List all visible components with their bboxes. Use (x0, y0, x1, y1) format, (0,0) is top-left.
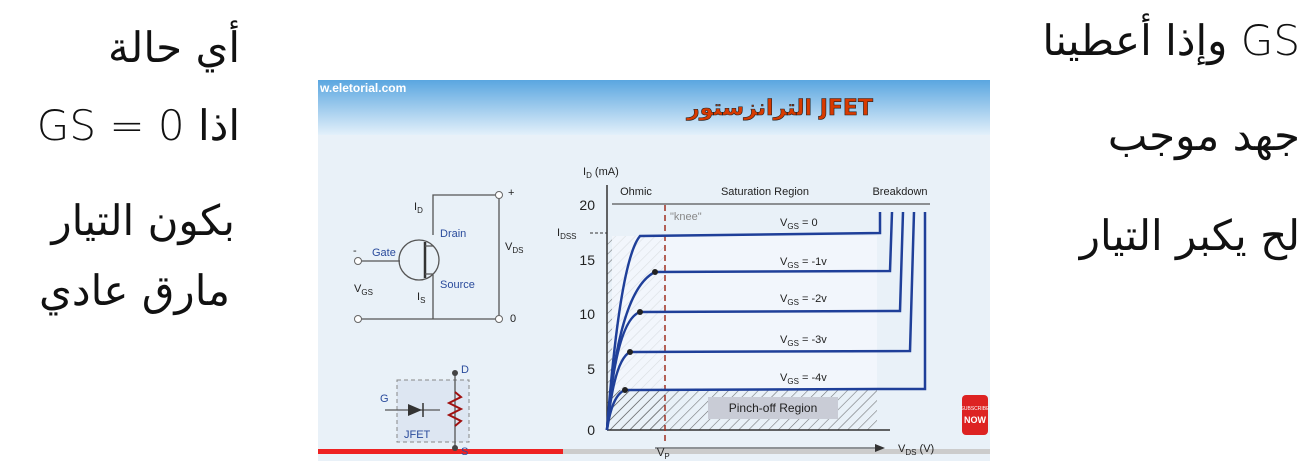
label: VDS (505, 241, 523, 255)
label: VGS (354, 283, 373, 297)
label: - (353, 245, 357, 257)
y-tick-label: 5 (587, 361, 595, 377)
pinch-box (708, 397, 838, 419)
label: Drain (440, 228, 466, 240)
note: أي حالة (108, 19, 240, 72)
circuit: + - ID Drain VDS Gate VGS IS Source 0 (353, 187, 523, 325)
note: مارق عادي (39, 266, 230, 316)
label: D (461, 364, 469, 376)
site: w.eletorial.com (319, 81, 406, 95)
curve-label: VGS = -3v (780, 334, 827, 348)
note: وإذا أعطينا GS (1042, 12, 1300, 66)
idss-label: IDSS (557, 227, 577, 241)
label: G (380, 393, 389, 405)
progress-rest (563, 449, 990, 454)
pinch-label: Pinch-off Region (729, 401, 818, 415)
badge-text: SUBSCRIBE (961, 406, 991, 412)
axis-label: ID (mA) (583, 166, 619, 180)
header-band (318, 80, 990, 135)
vp-label: VP (657, 447, 670, 461)
y-tick-label: 20 (579, 197, 595, 213)
graph: ID (mA) VDS (V) Ohmic Saturation Region … (557, 166, 934, 461)
label: 0 (510, 313, 516, 325)
note: جهد موجب (1108, 111, 1300, 161)
label: JFET (404, 429, 431, 441)
note: بكون التيار (49, 196, 235, 246)
curve-label: VGS = -4v (780, 372, 827, 386)
curve-label: VGS = -1v (780, 256, 827, 270)
video-frame: w.eletorial.com الترانزستور JFET + - ID … (318, 80, 990, 461)
y-tick-label: 0 (587, 422, 595, 438)
note: لح يكبر التيار (1078, 211, 1300, 261)
subscribe-badge[interactable]: SUBSCRIBE NOW (961, 395, 991, 435)
curve-label: VGS = -2v (780, 293, 827, 307)
label: Source (440, 279, 475, 291)
jfet-symbol: D G JFET S (380, 364, 470, 458)
label: ID (414, 201, 423, 215)
label: + (508, 187, 514, 199)
region-label: Saturation Region (721, 186, 809, 198)
label: Gate (372, 247, 396, 259)
label: S (461, 446, 468, 458)
y-tick-label: 15 (579, 252, 595, 268)
curve-label: VGS = 0 (780, 217, 818, 231)
video-title: الترانزستور JFET (686, 96, 873, 121)
region-label: Breakdown (872, 186, 927, 198)
knee-label: "knee" (670, 211, 702, 223)
note: GS = 0 اذا (37, 101, 240, 150)
progress (318, 449, 563, 454)
axis-label: VDS (V) (898, 443, 934, 457)
y-tick-label: 10 (579, 306, 595, 322)
badge-text: NOW (964, 415, 987, 425)
region-label: Ohmic (620, 186, 652, 198)
label: IS (417, 291, 425, 305)
